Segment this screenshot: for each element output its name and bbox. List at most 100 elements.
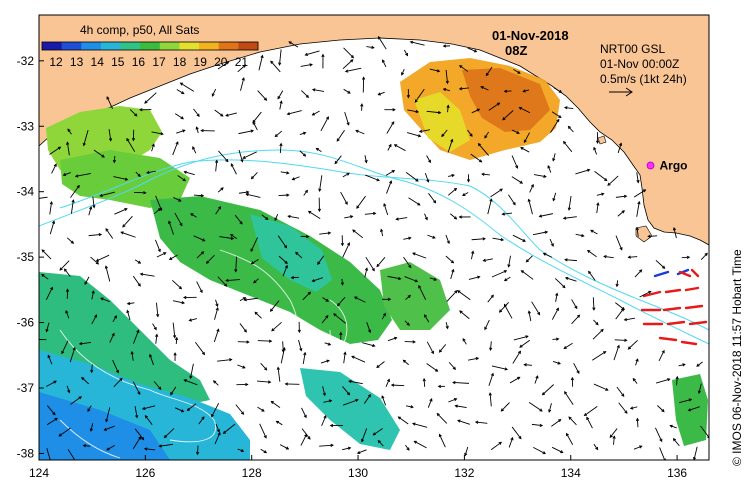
current-arrow bbox=[311, 277, 323, 283]
current-arrow bbox=[195, 341, 206, 356]
current-arrow bbox=[520, 147, 530, 153]
current-arrow bbox=[238, 149, 244, 163]
current-arrow bbox=[230, 163, 237, 175]
current-arrow bbox=[615, 307, 625, 320]
current-arrow bbox=[457, 419, 471, 425]
x-tick-label: 136 bbox=[667, 466, 687, 480]
current-arrow bbox=[418, 284, 427, 300]
current-arrow bbox=[445, 322, 449, 330]
current-arrow bbox=[183, 170, 195, 176]
current-arrow bbox=[89, 423, 94, 432]
current-arrow bbox=[484, 131, 490, 139]
current-arrow bbox=[113, 176, 129, 181]
current-arrow bbox=[238, 190, 250, 194]
current-arrow bbox=[277, 90, 284, 100]
current-arrow bbox=[458, 65, 469, 72]
current-arrow bbox=[122, 215, 133, 228]
current-arrow bbox=[592, 297, 596, 311]
current-arrow bbox=[214, 307, 219, 320]
y-tick-label: -34 bbox=[17, 185, 35, 199]
current-arrow bbox=[322, 297, 329, 302]
current-arrow bbox=[95, 254, 110, 262]
current-arrow bbox=[381, 59, 387, 68]
current-arrow bbox=[186, 403, 197, 411]
x-tick-label: 130 bbox=[348, 466, 368, 480]
current-arrow bbox=[342, 446, 352, 451]
current-arrow bbox=[404, 276, 419, 283]
current-arrow bbox=[481, 172, 490, 176]
current-arrow bbox=[172, 322, 177, 339]
current-arrow bbox=[342, 386, 351, 396]
current-arrow bbox=[586, 249, 597, 258]
current-arrow bbox=[193, 108, 200, 118]
current-arrow bbox=[412, 252, 427, 259]
peninsula-tip bbox=[635, 225, 653, 243]
current-arrow bbox=[270, 400, 281, 408]
current-arrow bbox=[554, 278, 566, 289]
current-arrow bbox=[395, 217, 408, 221]
current-arrow bbox=[211, 402, 220, 418]
current-arrow bbox=[448, 398, 458, 403]
current-arrow bbox=[344, 112, 350, 126]
current-arrow bbox=[365, 256, 375, 272]
current-arrow bbox=[258, 54, 264, 71]
current-arrow bbox=[112, 359, 119, 374]
legend-tick-label: 16 bbox=[132, 55, 146, 69]
current-arrow bbox=[133, 191, 147, 195]
radar-vector bbox=[658, 336, 678, 342]
current-arrow bbox=[377, 439, 384, 447]
current-arrow bbox=[90, 364, 94, 374]
current-arrow bbox=[133, 329, 140, 344]
current-arrow bbox=[168, 254, 178, 260]
current-arrow bbox=[153, 208, 162, 215]
map-frame bbox=[38, 14, 710, 461]
current-arrow bbox=[480, 86, 489, 91]
current-arrow bbox=[156, 302, 160, 318]
current-arrow bbox=[567, 125, 574, 133]
current-arrow bbox=[174, 212, 183, 227]
current-arrow bbox=[445, 69, 449, 85]
current-arrow bbox=[134, 428, 145, 441]
current-arrow bbox=[46, 448, 52, 460]
current-arrow bbox=[442, 44, 451, 48]
current-arrow bbox=[243, 297, 259, 302]
current-arrow bbox=[422, 377, 426, 387]
current-arrow bbox=[386, 121, 395, 134]
current-arrow bbox=[304, 50, 320, 56]
current-arrow bbox=[279, 444, 290, 450]
current-arrow bbox=[552, 192, 557, 202]
current-arrow bbox=[488, 392, 492, 407]
legend-tick-label: 19 bbox=[194, 55, 208, 69]
current-arrow bbox=[387, 275, 402, 281]
legend-color-swatch bbox=[120, 42, 141, 50]
current-arrow bbox=[214, 159, 219, 172]
current-arrow bbox=[485, 66, 493, 77]
argo-float[interactable]: Argo bbox=[646, 159, 688, 173]
sst-patch-central-teal bbox=[250, 214, 332, 292]
current-arrow bbox=[471, 108, 481, 114]
current-arrow bbox=[482, 258, 493, 262]
current-arrow bbox=[413, 440, 427, 449]
current-arrow bbox=[275, 420, 283, 426]
current-arrow bbox=[607, 175, 619, 186]
argo-marker[interactable] bbox=[646, 161, 655, 170]
current-arrow bbox=[487, 198, 493, 215]
radar-vector bbox=[662, 306, 682, 312]
info-product: NRT00 GSL bbox=[600, 42, 665, 56]
current-arrow bbox=[274, 130, 283, 138]
current-arrow bbox=[205, 255, 215, 264]
current-arrow bbox=[130, 350, 134, 361]
current-arrow bbox=[550, 118, 560, 133]
x-tick-label: 124 bbox=[29, 466, 49, 480]
current-arrow bbox=[300, 234, 310, 239]
current-arrow bbox=[564, 106, 574, 110]
current-arrow bbox=[61, 340, 69, 355]
current-arrow bbox=[257, 339, 273, 343]
current-arrow bbox=[257, 90, 268, 101]
current-arrow bbox=[260, 448, 268, 454]
current-arrow bbox=[240, 77, 245, 91]
current-arrow bbox=[279, 142, 283, 154]
current-arrow bbox=[239, 297, 247, 302]
current-arrow bbox=[49, 146, 62, 155]
current-arrow bbox=[237, 364, 246, 369]
